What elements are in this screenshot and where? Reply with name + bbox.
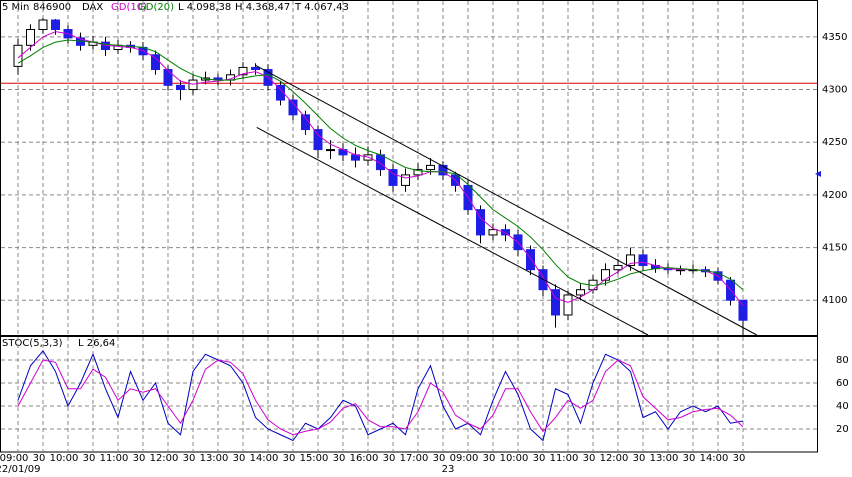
y-tick-label: 4200 (822, 190, 847, 201)
candle-body (238, 66, 248, 76)
stoch-stat: L 26,64 (78, 338, 115, 349)
y-tick-label: 4250 (822, 137, 847, 148)
candle-body (413, 169, 423, 176)
candle-body (738, 299, 748, 321)
candle-body (51, 19, 60, 30)
x-tick-label: 30 (333, 453, 346, 464)
stochastic-line (17, 359, 744, 436)
x-tick-label: 16:00 (350, 453, 379, 464)
x-tick-label: 11:00 (100, 453, 129, 464)
x-tick-label: 30 (33, 453, 46, 464)
candle-body (476, 209, 485, 236)
candle-body (526, 249, 535, 271)
candle-body (638, 254, 648, 266)
x-tick-label: 09:00 (0, 453, 28, 464)
candle-body (488, 229, 498, 236)
price-marker (815, 170, 821, 177)
x-tick-label: 09:00 (450, 453, 479, 464)
candle-body (563, 294, 573, 316)
x-tick-label: 30 (233, 453, 246, 464)
x-tick-label: 30 (683, 453, 696, 464)
y-tick-label: 4150 (822, 243, 847, 254)
moving-average (17, 39, 744, 291)
x-tick-label: 30 (583, 453, 596, 464)
moving-average (17, 31, 744, 306)
x-tick-label: 30 (283, 453, 296, 464)
y-tick-label: 60 (836, 378, 849, 389)
y-tick-label: 20 (836, 424, 849, 435)
candle-body (13, 44, 23, 67)
date-label: 22/01/09 (0, 464, 40, 475)
x-tick-label: 30 (633, 453, 646, 464)
x-tick-label: 12:00 (600, 453, 629, 464)
candle-body (151, 54, 160, 71)
stat-last: T 4.067,43 (294, 2, 349, 13)
y-tick-label: 4100 (822, 295, 847, 306)
x-tick-label: 30 (383, 453, 396, 464)
candle-body (551, 289, 560, 316)
candle-body (388, 169, 398, 186)
x-tick-label: 30 (83, 453, 96, 464)
x-tick-label: 30 (133, 453, 146, 464)
candle-body (438, 164, 448, 176)
interval: 5 Min (2, 2, 29, 13)
candle-body (276, 84, 285, 101)
x-tick-label: 17:00 (400, 453, 429, 464)
x-tick-label: 30 (533, 453, 546, 464)
x-tick-label: 10:00 (50, 453, 79, 464)
candle-body (301, 114, 310, 131)
x-tick-label: 13:00 (650, 453, 679, 464)
symbol-id: 846900 (33, 2, 71, 13)
candle-body (626, 254, 635, 266)
x-tick-label: 15:00 (300, 453, 329, 464)
symbol: DAX (82, 2, 103, 13)
candle-body (613, 264, 623, 271)
candle-body (426, 164, 435, 171)
trend-line (255, 64, 757, 336)
candle-body (188, 79, 198, 91)
x-tick-label: 11:00 (550, 453, 579, 464)
y-tick-label: 40 (836, 401, 849, 412)
price-pane-frame (0, 0, 818, 336)
stoch-title: STOC(5,3,3) (2, 338, 63, 349)
y-tick-label: 80 (836, 355, 849, 366)
x-tick-label: 30 (183, 453, 196, 464)
candle-body (326, 149, 335, 152)
candle-body (601, 269, 610, 281)
x-tick-label: 30 (433, 453, 446, 464)
x-tick-label: 12:00 (150, 453, 179, 464)
stat-high: H 4.368,47 (235, 2, 290, 13)
candle-body (288, 99, 298, 116)
x-tick-label: 10:00 (500, 453, 529, 464)
date-label: 23 (442, 464, 455, 475)
stat-low: L 4.098,38 (178, 2, 231, 13)
candle-body (163, 69, 173, 86)
x-tick-label: 30 (483, 453, 496, 464)
legend-entry: GD(10) (111, 2, 147, 13)
y-tick-label: 4300 (822, 85, 847, 96)
candle-body (313, 129, 323, 151)
y-tick-label: 4350 (822, 32, 847, 43)
legend-entry: GD(20) (138, 2, 174, 13)
candle-body (401, 174, 410, 186)
candle-body (26, 28, 35, 46)
candle-body (38, 19, 48, 30)
candle-body (576, 289, 585, 296)
x-tick-label: 14:00 (250, 453, 279, 464)
candle-body (176, 84, 185, 91)
stoch-pane-frame (0, 336, 818, 453)
candle-body (251, 66, 260, 71)
x-tick-label: 13:00 (200, 453, 229, 464)
x-tick-label: 14:00 (700, 453, 729, 464)
x-tick-label: 30 (733, 453, 746, 464)
trend-line (256, 127, 649, 336)
